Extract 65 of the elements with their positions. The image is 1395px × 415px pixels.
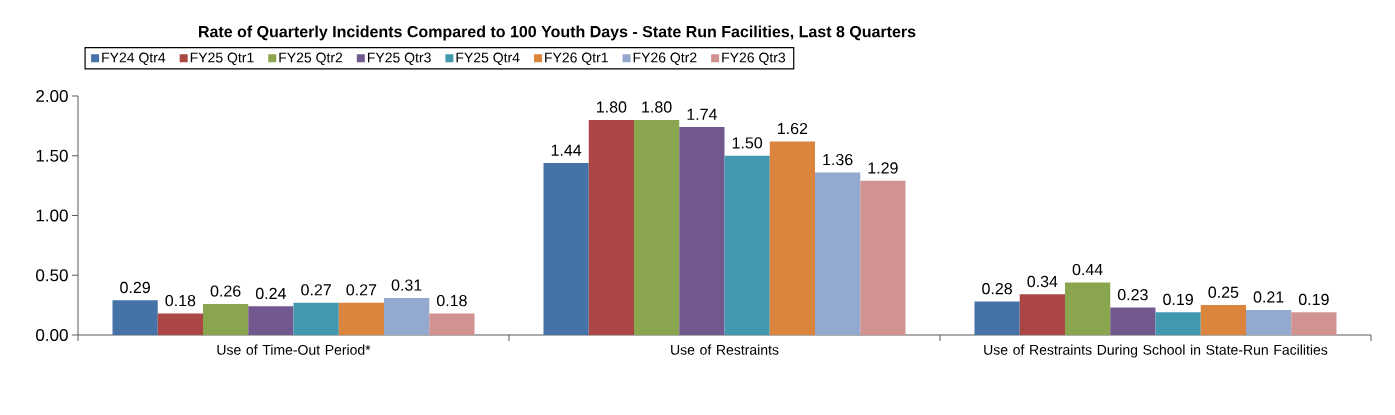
x-tick-label: Use of Time-Out Period* xyxy=(217,344,371,355)
legend-label: FY26 Qtr3 xyxy=(722,52,786,66)
bar xyxy=(1019,294,1065,335)
data-label: 0.18 xyxy=(165,294,196,307)
data-label: 0.34 xyxy=(1027,275,1058,288)
bar xyxy=(248,306,294,335)
bar xyxy=(157,313,204,335)
bar xyxy=(769,141,816,335)
legend-label: FY25 Qtr2 xyxy=(279,52,343,66)
data-label: 1.44 xyxy=(551,144,582,156)
legend-label: FY26 Qtr1 xyxy=(545,52,608,66)
y-tick-label: 1.50 xyxy=(36,149,68,162)
bar xyxy=(384,297,430,335)
data-label: 1.80 xyxy=(642,101,672,113)
bar xyxy=(203,303,249,335)
data-label: 0.27 xyxy=(301,284,331,296)
data-label: 0.25 xyxy=(1208,286,1239,298)
data-label: 0.19 xyxy=(1163,293,1193,306)
legend-label: FY25 Qtr1 xyxy=(190,52,254,66)
y-tick-label: 2.00 xyxy=(36,89,68,103)
bar xyxy=(679,127,725,335)
data-label: 0.27 xyxy=(346,284,377,296)
bar xyxy=(1155,312,1201,335)
bar xyxy=(634,119,680,335)
x-tick-label: Use of Restraints xyxy=(671,344,779,355)
bar xyxy=(1246,309,1292,335)
y-tick-label: 0.50 xyxy=(36,269,68,282)
data-label: 0.31 xyxy=(391,279,422,291)
bar xyxy=(543,162,589,335)
bar xyxy=(974,301,1020,335)
bar xyxy=(1200,305,1246,335)
bar xyxy=(724,155,770,335)
data-label: 1.36 xyxy=(823,153,853,166)
x-tick-label: Use of Restraints During School in State-Run Facilities xyxy=(984,344,1328,358)
data-label: 1.62 xyxy=(778,122,808,135)
bar xyxy=(338,302,385,335)
data-label: 0.19 xyxy=(1298,293,1329,306)
bar xyxy=(860,180,906,335)
data-label: 0.24 xyxy=(255,287,286,300)
bar xyxy=(293,302,339,335)
y-tick-label: 0.00 xyxy=(36,328,68,342)
data-label: 1.80 xyxy=(597,101,627,113)
bar xyxy=(112,300,158,335)
data-label: 0.21 xyxy=(1253,291,1284,303)
bar xyxy=(1110,307,1156,335)
data-label: 0.44 xyxy=(1072,263,1103,276)
y-tick-label: 1.00 xyxy=(36,209,68,222)
data-label: 0.26 xyxy=(210,285,241,297)
data-label: 0.18 xyxy=(436,294,467,307)
data-label: 0.29 xyxy=(120,281,150,294)
data-label: 1.29 xyxy=(868,162,898,174)
data-label: 0.28 xyxy=(982,283,1012,295)
bar xyxy=(429,313,475,335)
data-label: 1.50 xyxy=(732,137,763,149)
data-label: 1.74 xyxy=(687,108,717,120)
legend-label: FY25 Qtr4 xyxy=(456,52,520,66)
bar xyxy=(588,119,634,335)
legend-label: FY25 Qtr3 xyxy=(367,52,431,66)
bar xyxy=(1291,312,1337,335)
chart-title: Rate of Quarterly Incidents Compared to 100 Youth Days - State Run Facilities, Last 8 Quarters xyxy=(199,25,916,41)
bar xyxy=(1064,282,1111,335)
data-label: 0.23 xyxy=(1117,288,1148,301)
legend-label: FY24 Qtr4 xyxy=(102,52,166,66)
legend-label: FY26 Qtr2 xyxy=(633,52,697,66)
bar xyxy=(815,172,861,335)
